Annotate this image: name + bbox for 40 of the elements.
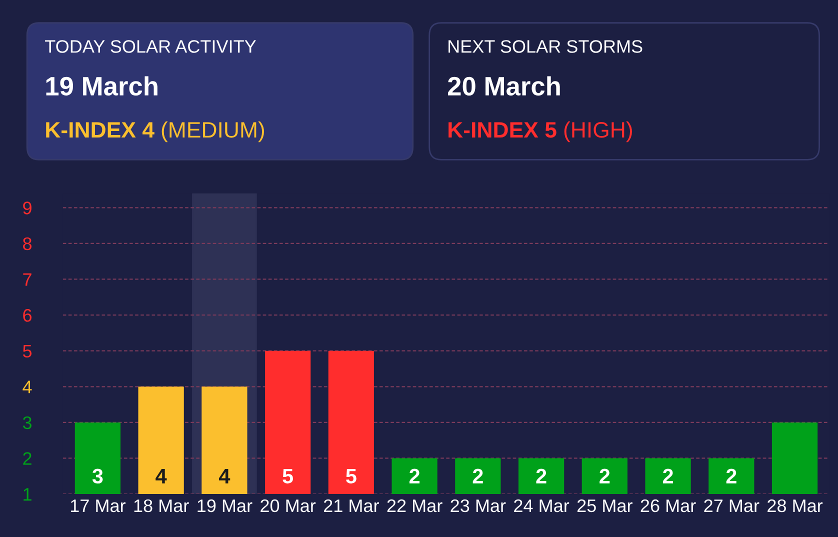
y-tick-label: 4 xyxy=(22,380,32,394)
data-label: 3 xyxy=(92,468,103,484)
data-label: 5 xyxy=(346,468,356,484)
text: K-INDEX 4 xyxy=(46,122,154,138)
text: K-INDEX 5 xyxy=(448,122,556,138)
text: (HIGH) xyxy=(564,121,632,142)
x-tick-label: 20 Mar xyxy=(260,499,316,512)
x-tick-label: 27 Mar xyxy=(704,499,760,512)
x-tick-label: 28 Mar xyxy=(768,499,823,512)
y-tick-label: 8 xyxy=(23,237,32,250)
data-label: 2 xyxy=(536,468,546,484)
data-label: 2 xyxy=(409,468,420,484)
y-tick-label: 7 xyxy=(23,273,32,286)
x-tick-label: 19 Mar xyxy=(198,499,252,512)
y-tick-label: 6 xyxy=(23,308,32,322)
data-label: 4 xyxy=(218,468,230,484)
data-label: 5 xyxy=(282,468,294,484)
data-label: 2 xyxy=(600,468,610,484)
x-tick-label: 23 Mar xyxy=(450,499,506,512)
data-label: 2 xyxy=(472,468,483,484)
text: (MEDIUM) xyxy=(162,121,264,142)
data-label: 4 xyxy=(156,468,167,484)
x-tick-label: 25 Mar xyxy=(577,499,632,512)
data-label: 2 xyxy=(726,468,736,484)
text: NEXT SOLAR STORMS xyxy=(448,40,642,53)
text: TODAY SOLAR ACTIVITY xyxy=(45,40,256,53)
x-tick-label: 22 Mar xyxy=(387,499,442,512)
y-tick-label: 3 xyxy=(22,416,32,430)
y-tick-label: 9 xyxy=(23,202,32,214)
x-tick-label: 18 Mar xyxy=(134,499,189,512)
text: 20 March xyxy=(448,76,560,96)
y-tick-label: 2 xyxy=(23,452,32,465)
data-label: 2 xyxy=(662,468,673,484)
y-tick-label: 5 xyxy=(22,344,32,358)
x-tick-label: 24 Mar xyxy=(514,499,570,512)
x-tick-label: 17 Mar xyxy=(70,500,126,512)
text: 19 March xyxy=(46,76,158,96)
x-tick-label: 26 Mar xyxy=(640,499,696,512)
y-tick-label: 1 xyxy=(24,488,32,501)
x-tick-label: 21 Mar xyxy=(324,499,379,512)
